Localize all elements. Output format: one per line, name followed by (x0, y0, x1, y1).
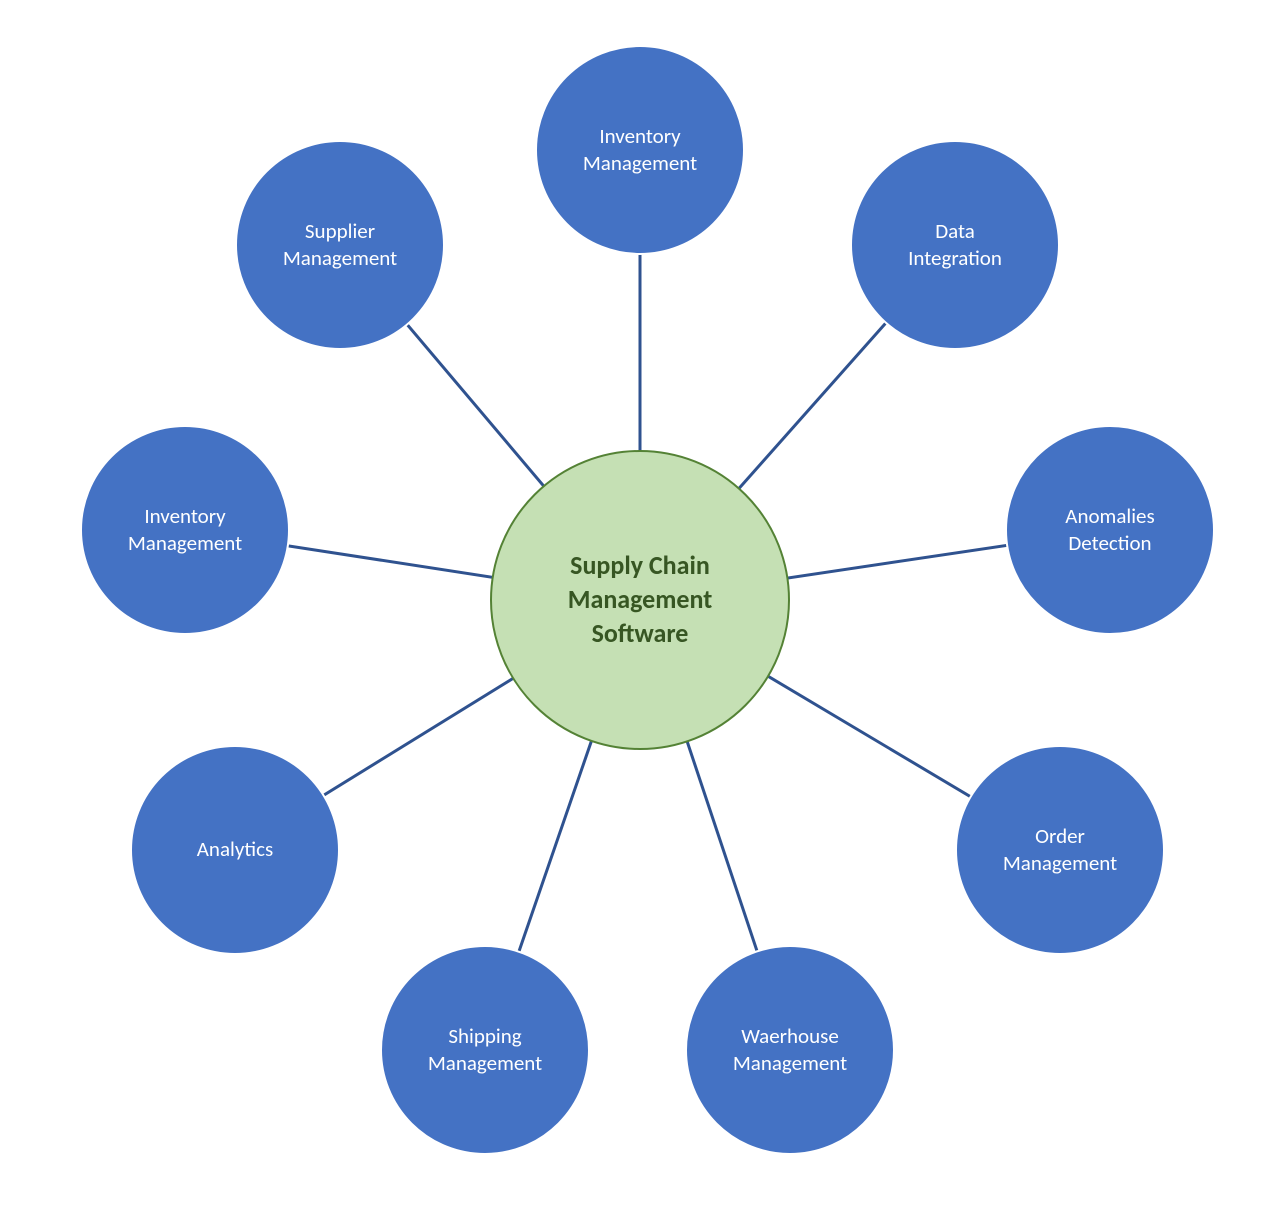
spoke-label: Inventory Management (118, 493, 252, 568)
spoke-label: Supplier Management (273, 208, 407, 283)
center-node: Supply Chain Management Software (490, 450, 790, 750)
spoke-node: Supplier Management (235, 140, 445, 350)
spoke-label: Waerhouse Management (723, 1013, 857, 1088)
center-label: Supply Chain Management Software (558, 539, 722, 660)
spoke-node: Shipping Management (380, 945, 590, 1155)
spoke-node: Inventory Management (535, 45, 745, 255)
spoke-node: Order Management (955, 745, 1165, 955)
spoke-node: Waerhouse Management (685, 945, 895, 1155)
spoke-node: Data Integration (850, 140, 1060, 350)
spoke-node: Inventory Management (80, 425, 290, 635)
spoke-node: Anomalies Detection (1005, 425, 1215, 635)
spoke-label: Data Integration (898, 208, 1012, 283)
spoke-label: Order Management (993, 813, 1127, 888)
spoke-label: Shipping Management (418, 1013, 552, 1088)
spoke-label: Anomalies Detection (1055, 493, 1164, 568)
spoke-label: Inventory Management (573, 113, 707, 188)
spoke-label: Analytics (187, 826, 283, 873)
hub-spoke-diagram: Supply Chain Management Software Inventor… (0, 0, 1280, 1225)
spoke-node: Analytics (130, 745, 340, 955)
